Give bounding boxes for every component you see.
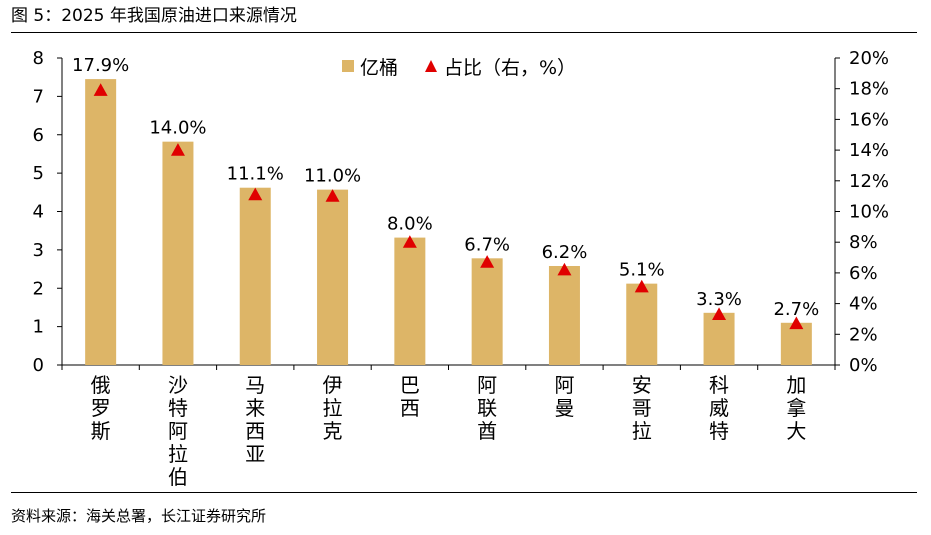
category-label: 特 — [709, 419, 729, 443]
category-label: 伊 — [323, 373, 343, 397]
data-label: 5.1% — [619, 260, 665, 281]
left-tick-label: 8 — [33, 48, 44, 69]
category-label: 俄 — [91, 373, 111, 397]
category-label: 特 — [168, 396, 188, 420]
category-label: 酋 — [477, 419, 497, 443]
category-label: 拿 — [786, 396, 806, 420]
share-marker — [325, 189, 340, 202]
data-label: 17.9% — [72, 55, 129, 76]
right-tick-label: 12% — [849, 171, 889, 192]
bar — [239, 187, 271, 365]
right-tick-label: 16% — [849, 109, 889, 130]
share-marker — [557, 262, 572, 276]
source-note: 资料来源：海关总署，长江证券研究所 — [11, 507, 267, 525]
category-label: 加 — [786, 373, 806, 397]
legend-bar-label: 亿桶 — [360, 57, 398, 79]
category-label: 哥 — [632, 396, 652, 420]
category-label: 伯 — [168, 465, 188, 489]
data-label: 14.0% — [149, 118, 206, 139]
category-label: 科 — [709, 373, 729, 397]
bar — [780, 322, 812, 365]
right-tick-label: 6% — [849, 263, 878, 284]
bar — [626, 283, 658, 365]
category-label: 罗 — [91, 396, 111, 420]
data-label: 11.0% — [304, 166, 361, 187]
category-label: 马 — [245, 373, 265, 397]
data-label: 6.2% — [542, 242, 588, 263]
right-tick-label: 20% — [849, 48, 889, 69]
category-label: 曼 — [554, 396, 574, 420]
left-tick-label: 3 — [33, 240, 44, 261]
category-label: 亚 — [245, 442, 265, 466]
right-tick-label: 8% — [849, 232, 878, 253]
right-tick-label: 18% — [849, 79, 889, 100]
left-tick-label: 1 — [33, 317, 44, 338]
bar — [471, 258, 503, 365]
bar — [548, 265, 580, 365]
left-tick-label: 0 — [33, 355, 44, 376]
data-label: 6.7% — [464, 234, 510, 255]
category-label: 来 — [245, 396, 265, 420]
category-label: 西 — [400, 396, 420, 420]
right-tick-label: 14% — [849, 140, 889, 161]
category-label: 巴 — [400, 373, 420, 397]
share-marker — [248, 187, 263, 201]
share-marker — [789, 316, 804, 330]
data-label: 2.7% — [773, 299, 819, 320]
left-tick-label: 6 — [33, 125, 44, 146]
category-label: 拉 — [323, 396, 343, 420]
share-marker — [480, 255, 495, 268]
left-tick-label: 4 — [33, 202, 44, 223]
category-label: 威 — [709, 396, 729, 420]
share-marker — [634, 279, 649, 293]
category-label: 大 — [786, 419, 806, 443]
right-tick-label: 10% — [849, 202, 889, 223]
bottom-rule — [11, 492, 917, 493]
category-label: 拉 — [168, 442, 188, 466]
bar — [703, 312, 735, 365]
left-tick-label: 2 — [33, 278, 44, 299]
category-label: 阿 — [554, 373, 574, 397]
category-label: 阿 — [168, 419, 188, 443]
category-label: 西 — [245, 419, 265, 443]
legend-marker-swatch — [425, 60, 437, 72]
category-label: 联 — [477, 396, 497, 420]
share-marker — [170, 143, 185, 156]
data-label: 3.3% — [696, 289, 742, 310]
legend-bar-swatch — [342, 60, 354, 72]
category-label: 斯 — [91, 419, 111, 443]
legend-marker-label: 占比（右，%） — [444, 57, 576, 79]
right-tick-label: 0% — [849, 355, 878, 376]
category-label: 阿 — [477, 373, 497, 397]
left-tick-label: 5 — [33, 163, 44, 184]
figure-title: 图 5：2025 年我国原油进口来源情况 — [11, 6, 297, 26]
category-label: 安 — [632, 373, 652, 397]
right-tick-label: 4% — [849, 294, 878, 315]
share-marker — [712, 307, 727, 320]
bar — [162, 141, 194, 365]
data-label: 8.0% — [387, 214, 433, 235]
bar — [317, 189, 349, 365]
right-tick-label: 2% — [849, 324, 878, 345]
bar — [85, 79, 117, 365]
top-rule — [11, 32, 917, 33]
share-marker — [93, 83, 108, 96]
category-label: 拉 — [632, 419, 652, 443]
share-marker — [402, 235, 417, 248]
bar — [394, 237, 426, 365]
category-label: 沙 — [168, 373, 188, 397]
category-label: 克 — [323, 419, 343, 443]
left-tick-label: 7 — [33, 86, 44, 107]
data-label: 11.1% — [227, 164, 284, 185]
